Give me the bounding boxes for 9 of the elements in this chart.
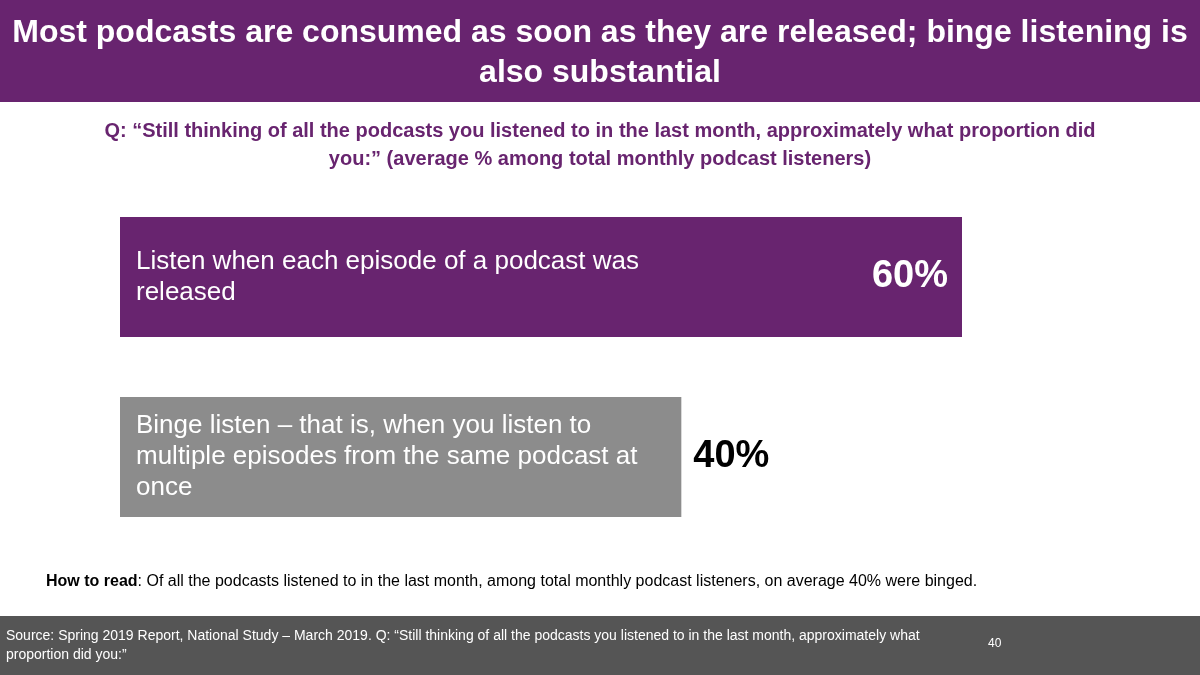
text: 40: [988, 636, 1002, 650]
text: How to read: Of all the podcasts listened to in the last month, among total monthly podcast listeners, on average 40% were binged.: [46, 572, 978, 590]
chart-title: Most podcasts are consumed as soon as they are released; binge listening is also substantial: [11, 12, 1189, 91]
chart-subtitle: Q: “Still thinking of all the podcasts you listened to in the last month, approximately what proportion did you:” (average % among total monthly podcast listeners): [103, 118, 1097, 171]
source-note: Source: Spring 2019 Report, National Study – March 2019. Q: “Still thinking of all the podcasts you listened to in the last month, approximately what proportion did you:”: [6, 626, 921, 664]
y-tick-label: Binge listen – that is, when you listen to multiple episodes from the same podcast at once: [136, 409, 639, 502]
data-label: 60%: [871, 253, 948, 296]
y-tick-label: Listen when each episode of a podcast was released: [136, 244, 640, 306]
data-label: 40%: [693, 433, 770, 476]
